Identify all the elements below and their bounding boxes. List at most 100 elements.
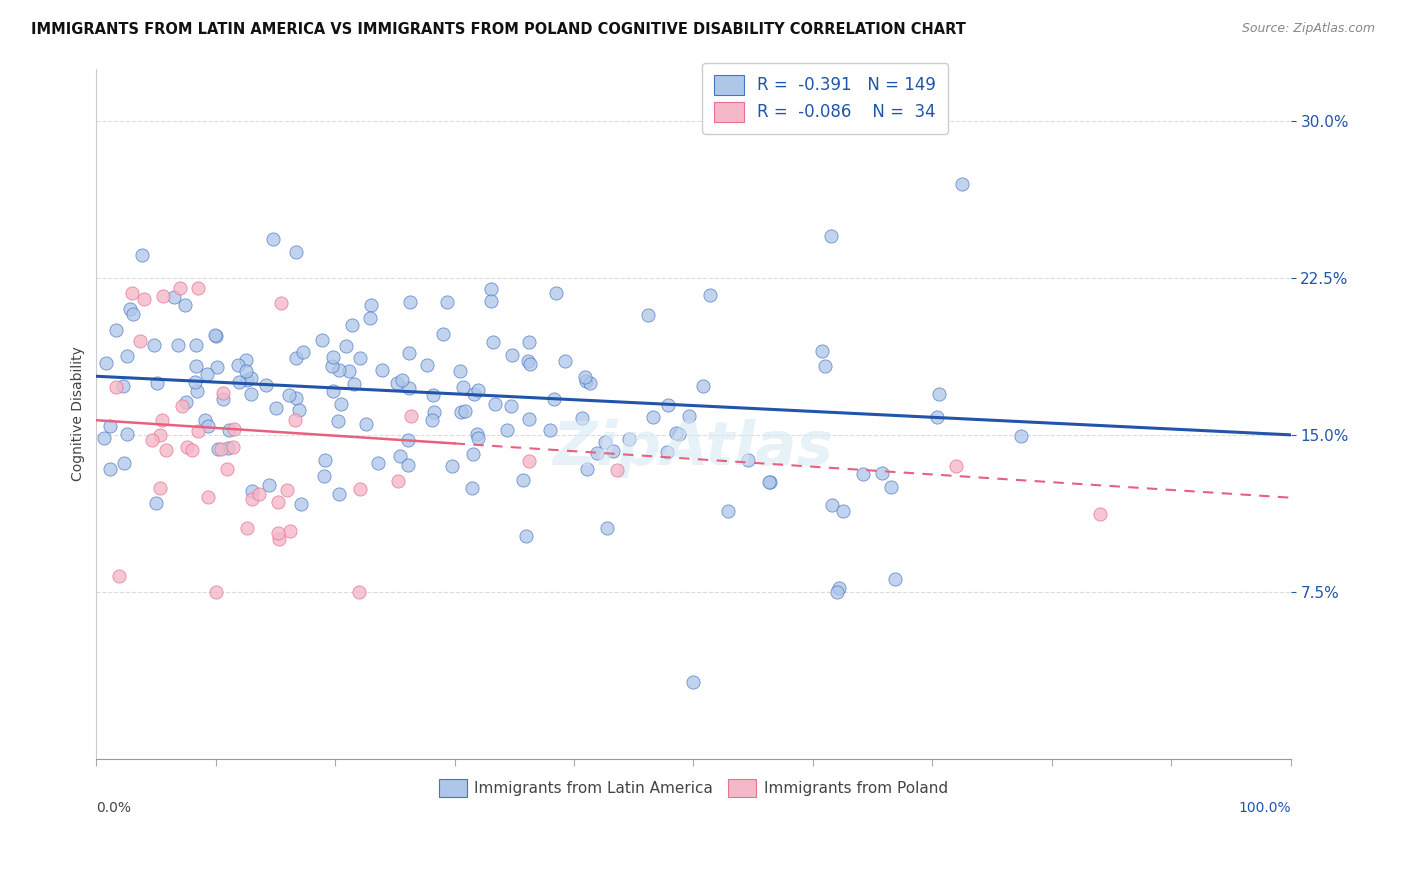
Point bbox=[239, 387, 262, 401]
Point bbox=[340, 318, 363, 332]
Point bbox=[349, 351, 371, 366]
Point bbox=[284, 244, 307, 259]
Point bbox=[422, 388, 444, 402]
Point bbox=[717, 504, 740, 518]
Point bbox=[314, 469, 336, 483]
Point bbox=[290, 497, 312, 511]
Point bbox=[311, 333, 333, 347]
Point bbox=[423, 405, 446, 419]
Point bbox=[1010, 429, 1032, 443]
Point bbox=[240, 483, 263, 498]
Point bbox=[481, 334, 503, 349]
Point bbox=[239, 371, 262, 385]
Point bbox=[396, 433, 419, 447]
Point bbox=[207, 442, 229, 456]
Point bbox=[484, 396, 506, 410]
Point bbox=[322, 350, 344, 364]
Point bbox=[285, 391, 308, 405]
Point bbox=[880, 480, 903, 494]
Point bbox=[512, 473, 534, 487]
Point bbox=[112, 456, 135, 470]
Text: ZipAtlas: ZipAtlas bbox=[553, 419, 834, 478]
Point bbox=[657, 398, 679, 412]
Point bbox=[187, 424, 209, 438]
Point bbox=[184, 338, 207, 352]
Point bbox=[606, 463, 628, 477]
Point bbox=[143, 338, 166, 352]
Legend: Immigrants from Latin America, Immigrants from Poland: Immigrants from Latin America, Immigrant… bbox=[433, 772, 953, 804]
Point bbox=[343, 377, 366, 392]
Point bbox=[93, 431, 115, 445]
Text: 100.0%: 100.0% bbox=[1237, 801, 1291, 814]
Point bbox=[254, 378, 277, 392]
Point bbox=[517, 453, 540, 467]
Point bbox=[94, 356, 117, 370]
Point bbox=[131, 248, 153, 262]
Point bbox=[451, 380, 474, 394]
Point bbox=[737, 453, 759, 467]
Point bbox=[637, 308, 659, 322]
Point bbox=[128, 334, 150, 348]
Point bbox=[266, 495, 288, 509]
Point bbox=[579, 376, 602, 390]
Point bbox=[668, 426, 690, 441]
Point bbox=[460, 482, 482, 496]
Point bbox=[235, 521, 257, 535]
Point bbox=[197, 419, 219, 434]
Point bbox=[264, 401, 287, 415]
Point bbox=[222, 441, 245, 455]
Point bbox=[180, 443, 202, 458]
Point bbox=[450, 405, 472, 419]
Point bbox=[467, 383, 489, 397]
Point bbox=[641, 410, 664, 425]
Point bbox=[328, 363, 350, 377]
Point bbox=[449, 364, 471, 378]
Point bbox=[146, 376, 169, 391]
Point bbox=[217, 442, 239, 456]
Point bbox=[574, 369, 596, 384]
Point bbox=[211, 392, 233, 406]
Point bbox=[186, 384, 208, 399]
Point bbox=[461, 447, 484, 461]
Point bbox=[184, 375, 207, 389]
Point bbox=[235, 364, 257, 378]
Point bbox=[174, 395, 197, 409]
Point bbox=[585, 446, 607, 460]
Point bbox=[699, 288, 721, 302]
Point bbox=[884, 573, 907, 587]
Point bbox=[195, 367, 218, 381]
Point bbox=[595, 434, 617, 449]
Point bbox=[596, 521, 619, 535]
Point bbox=[278, 524, 301, 538]
Point bbox=[692, 379, 714, 393]
Point bbox=[326, 414, 349, 428]
Point bbox=[111, 378, 134, 392]
Point bbox=[105, 380, 128, 394]
Point bbox=[678, 409, 700, 424]
Point bbox=[945, 459, 967, 474]
Point bbox=[226, 358, 249, 372]
Point bbox=[515, 529, 537, 543]
Point bbox=[420, 412, 443, 426]
Point bbox=[236, 372, 259, 386]
Point bbox=[266, 525, 288, 540]
Point bbox=[98, 462, 121, 476]
Point bbox=[270, 296, 292, 310]
Point bbox=[205, 359, 228, 374]
Point bbox=[337, 364, 360, 378]
Point bbox=[278, 388, 301, 402]
Point bbox=[117, 349, 139, 363]
Point bbox=[396, 458, 419, 473]
Point bbox=[329, 397, 352, 411]
Point bbox=[832, 503, 855, 517]
Point bbox=[152, 289, 174, 303]
Point bbox=[467, 431, 489, 445]
Point bbox=[391, 373, 413, 387]
Point bbox=[328, 487, 350, 501]
Point bbox=[398, 294, 420, 309]
Point bbox=[115, 427, 138, 442]
Point bbox=[538, 424, 561, 438]
Point bbox=[335, 339, 357, 353]
Point bbox=[276, 483, 298, 498]
Point bbox=[322, 384, 344, 398]
